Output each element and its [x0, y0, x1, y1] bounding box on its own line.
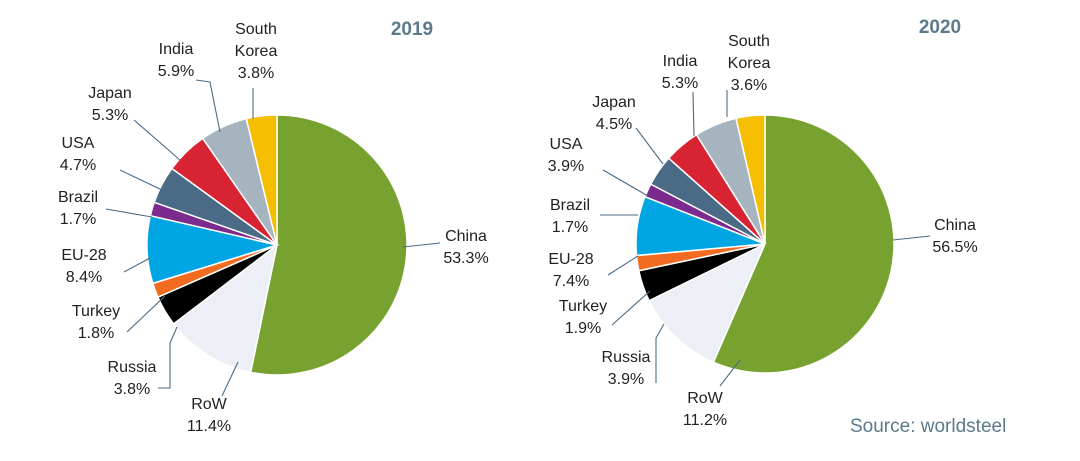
pie-chart-2020: China 56.5% RoW 11.2% Russia 3.9% Turkey 1.9% EU… [548, 33, 978, 429]
leader-line-india [195, 79, 221, 133]
slice-value-row: 11.2% [683, 412, 727, 429]
slice-label-eu-28: EU-28 [548, 251, 593, 268]
slice-label-china: China [934, 217, 976, 234]
slice-value-brazil: 1.7% [60, 211, 96, 228]
leader-line-turkey [611, 290, 651, 326]
pie-slice-china [712, 114, 895, 374]
pie-slice-south-korea [245, 114, 278, 246]
slice-value-japan: 4.5% [596, 116, 632, 133]
source-note: Source: worldsteel [850, 416, 1007, 437]
pie-slice-row [172, 243, 279, 374]
leader-line-row [221, 361, 239, 397]
slice-label-brazil: Brazil [58, 189, 98, 206]
slice-label-turkey: Turkey [559, 298, 607, 315]
slice-label-russia: Russia [108, 359, 157, 376]
leader-line-eu-28 [123, 257, 151, 273]
slice-value-usa: 4.7% [60, 157, 96, 174]
slice-label-south-korea: South [235, 21, 277, 38]
slice-value-china: 53.3% [443, 250, 488, 267]
leader-line-eu-28 [607, 255, 639, 276]
leader-line-china [402, 242, 441, 248]
leader-line-row [719, 359, 741, 387]
leader-line-india [692, 91, 695, 137]
slice-value-japan: 5.3% [92, 107, 128, 124]
leader-line-japan [133, 119, 181, 161]
slice-value-china: 56.5% [932, 239, 977, 256]
chart-title-2019: 2019 [391, 19, 433, 40]
slice-value-usa: 3.9% [548, 158, 584, 175]
slice-label-russia: Russia [602, 349, 651, 366]
slice-label-row: RoW [687, 390, 723, 407]
slice-label-china: China [445, 228, 487, 245]
slice-value-india: 5.9% [158, 63, 194, 80]
leader-line-russia [158, 326, 178, 389]
slice-value-south-korea: 3.6% [731, 77, 767, 94]
leader-line-japan [635, 127, 664, 165]
leader-line-brazil [105, 208, 153, 218]
slice-label-row: RoW [191, 396, 227, 413]
slice-value-eu-28: 7.4% [553, 273, 589, 290]
slice-label-india: India [159, 41, 194, 58]
slice-label-eu-28: EU-28 [61, 247, 106, 264]
pie-slice-china [249, 114, 408, 376]
slice-label-japan: Japan [88, 85, 132, 102]
slice-value-south-korea: 3.8% [238, 65, 274, 82]
slice-value-india: 5.3% [662, 75, 698, 92]
pie-slice-row [648, 242, 767, 364]
slice-label-south-korea-line2: Korea [235, 43, 278, 60]
leader-line-usa [602, 169, 649, 197]
leader-line-russia [655, 323, 665, 383]
slice-value-russia: 3.8% [114, 381, 150, 398]
slice-label-turkey: Turkey [72, 303, 120, 320]
slice-label-south-korea: South [728, 33, 770, 50]
chart-title-2020: 2020 [919, 17, 961, 38]
pie-slice-south-korea [735, 114, 766, 245]
slice-label-usa: USA [550, 136, 583, 153]
slice-label-usa: USA [62, 135, 95, 152]
pie-chart-2019: China 53.3% RoW 11.4% Russia 3.8% Turkey 1.8% EU… [58, 21, 489, 435]
slice-value-brazil: 1.7% [552, 219, 588, 236]
leader-line-china [892, 235, 931, 241]
slice-label-brazil: Brazil [550, 197, 590, 214]
slice-value-turkey: 1.9% [565, 320, 601, 337]
slice-value-row: 11.4% [187, 418, 231, 435]
slice-label-india: India [663, 53, 698, 70]
slice-value-russia: 3.9% [608, 371, 644, 388]
leader-line-usa [119, 169, 163, 191]
leader-line-turkey [126, 295, 166, 333]
slice-label-south-korea-line2: Korea [728, 55, 771, 72]
slice-label-japan: Japan [592, 94, 636, 111]
slice-value-turkey: 1.8% [78, 325, 114, 342]
slice-value-eu-28: 8.4% [66, 269, 102, 286]
